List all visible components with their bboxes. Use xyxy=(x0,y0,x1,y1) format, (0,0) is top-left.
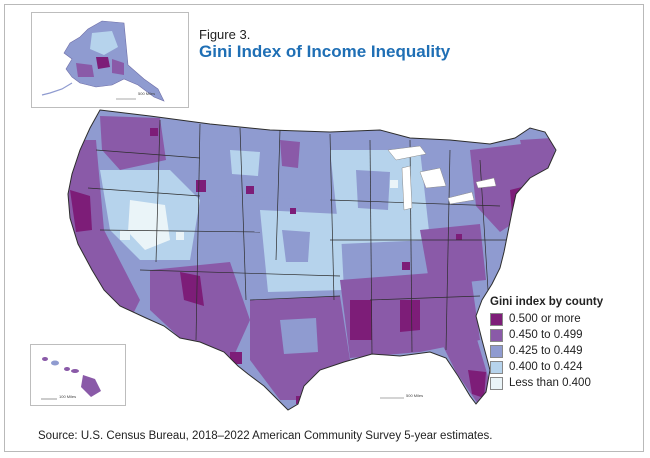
hawaii-scale-label: 100 Miles xyxy=(59,394,77,399)
alaska-inset: 500 Miles xyxy=(31,12,189,108)
legend-title: Gini index by county xyxy=(490,296,604,308)
legend-swatch xyxy=(490,376,503,390)
hawaii-inset: 100 Miles xyxy=(30,344,126,406)
great-lakes xyxy=(387,145,497,211)
legend-swatch xyxy=(490,360,503,374)
figure-label: Figure 3. xyxy=(199,27,251,42)
legend-swatch xyxy=(490,328,503,342)
legend-item: 0.500 or more xyxy=(490,312,640,326)
hawaii-map xyxy=(41,357,101,400)
legend-item: 0.400 to 0.424 xyxy=(490,360,640,374)
legend-label: 0.500 or more xyxy=(509,313,581,325)
legend-item: Less than 0.400 xyxy=(490,376,640,390)
source-note: Source: U.S. Census Bureau, 2018–2022 Am… xyxy=(38,430,493,442)
legend-label: Less than 0.400 xyxy=(509,377,591,389)
conus-scale-label: 500 Miles xyxy=(406,393,424,398)
legend-swatch xyxy=(490,312,503,326)
legend-swatch xyxy=(490,344,503,358)
legend-label: 0.450 to 0.499 xyxy=(509,329,583,341)
legend-item: 0.425 to 0.449 xyxy=(490,344,640,358)
figure-title: Gini Index of Income Inequality xyxy=(199,42,451,61)
alaska-map xyxy=(41,20,165,102)
county-fill-layer xyxy=(68,110,556,410)
legend-label: 0.400 to 0.424 xyxy=(509,361,583,373)
legend-label: 0.425 to 0.449 xyxy=(509,345,583,357)
alaska-scale-label: 500 Miles xyxy=(138,91,156,96)
legend: Gini index by county 0.500 or more 0.450… xyxy=(490,296,640,392)
legend-item: 0.450 to 0.499 xyxy=(490,328,640,342)
